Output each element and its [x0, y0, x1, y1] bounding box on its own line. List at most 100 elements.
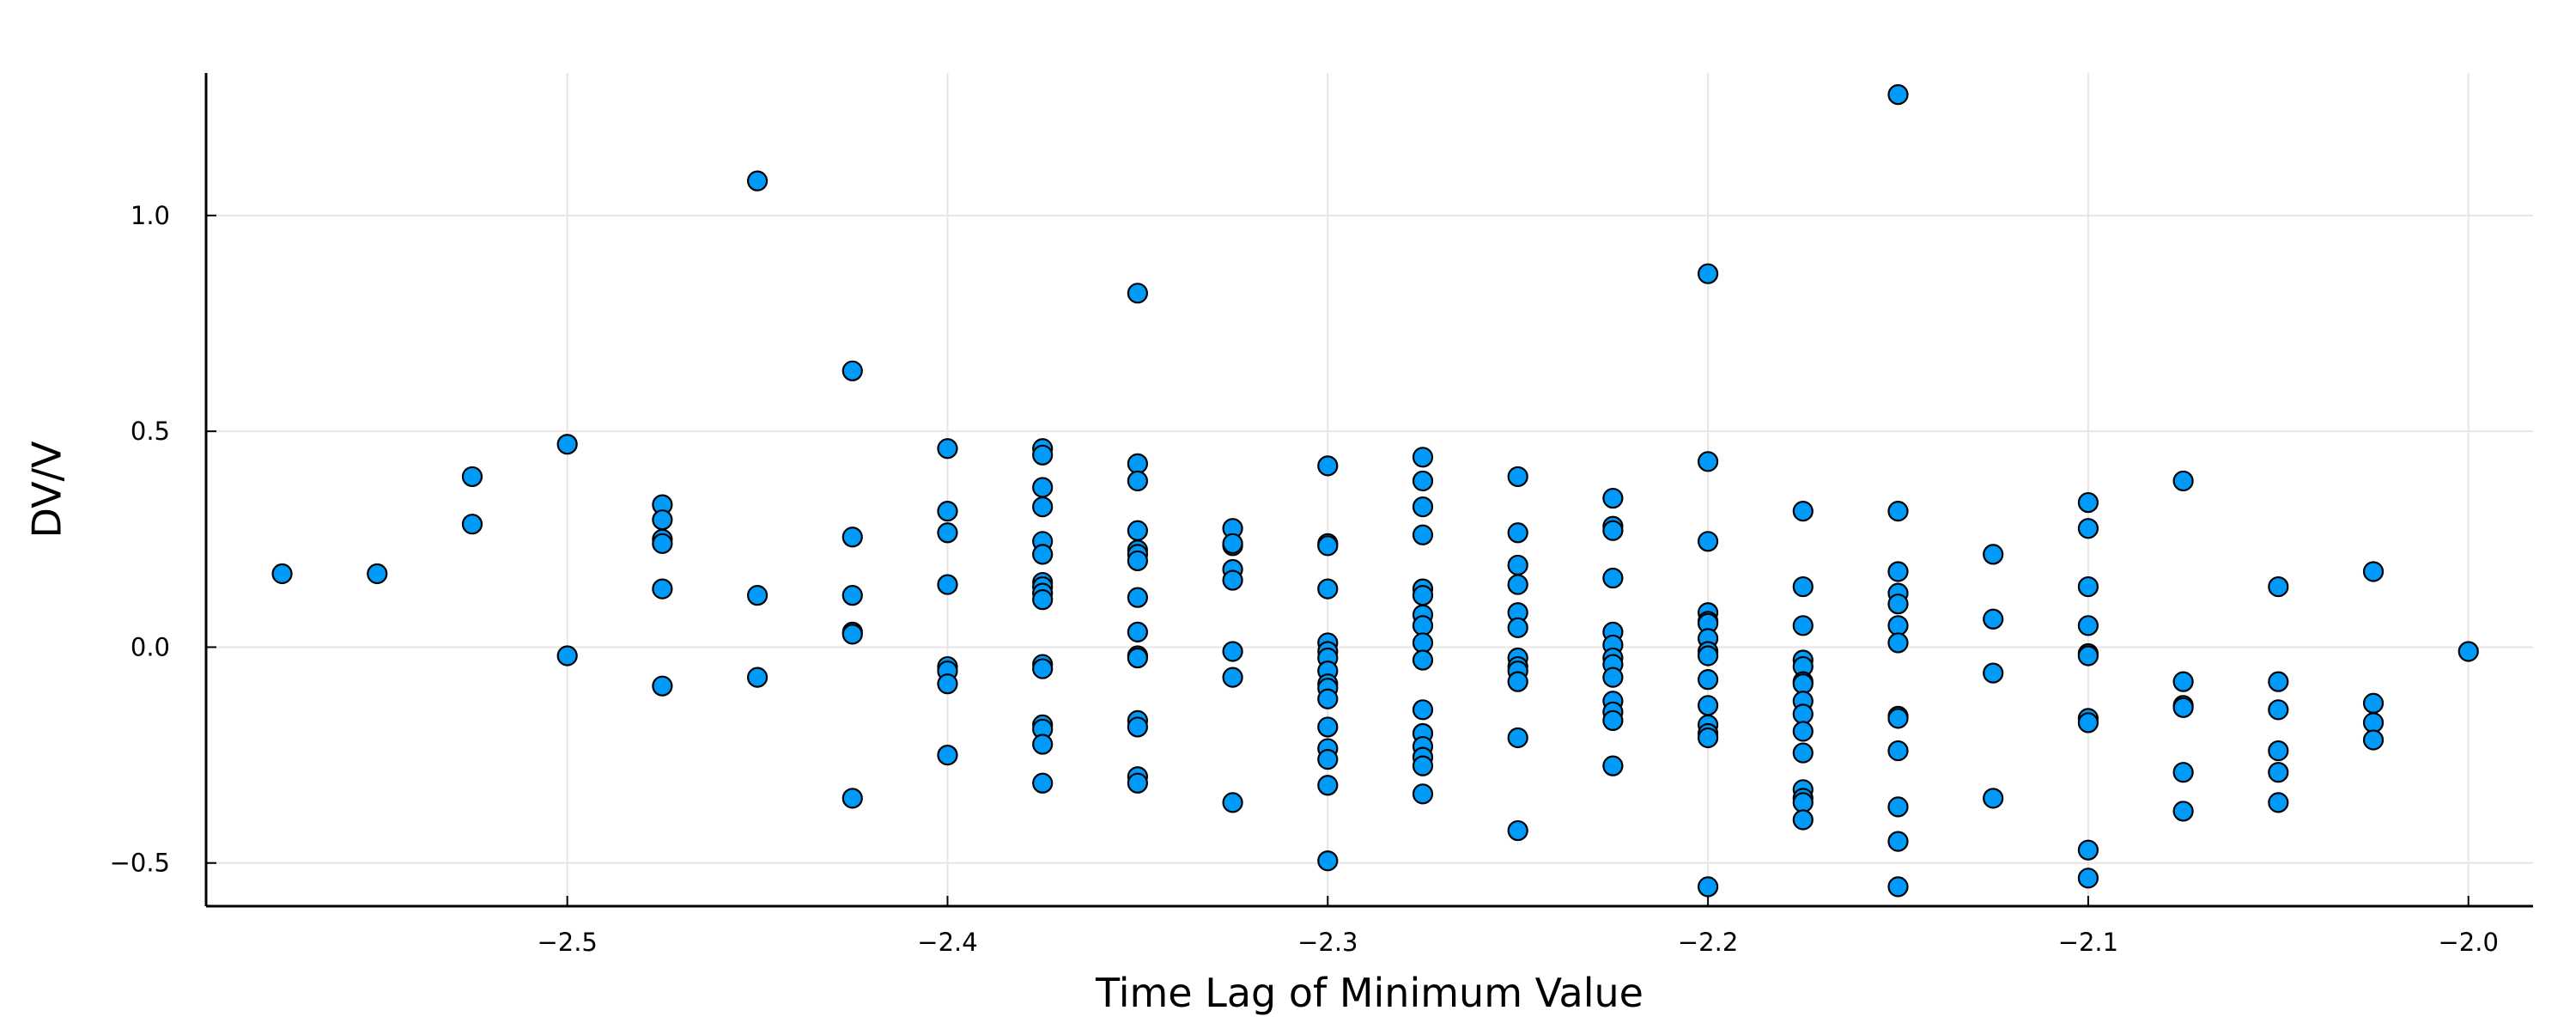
data-point: [1887, 740, 1909, 762]
data-point: [1412, 755, 1434, 776]
grid: [206, 73, 2533, 906]
data-point: [1127, 550, 1148, 572]
data-point: [937, 744, 958, 766]
data-point: [1602, 520, 1624, 541]
data-point: [1887, 594, 1909, 615]
data-point: [1698, 876, 1719, 898]
data-point: [1317, 749, 1339, 770]
data-point: [2077, 839, 2099, 861]
y-axis-title: DV/V: [24, 441, 70, 539]
data-point: [1127, 453, 1148, 474]
data-point: [1887, 501, 1909, 522]
data-point: [1032, 658, 1054, 679]
data-point: [1127, 520, 1148, 541]
data-point: [937, 574, 958, 595]
data-point: [1222, 667, 1243, 688]
data-point: [1127, 716, 1148, 738]
data-point: [1887, 831, 1909, 852]
x-tick-label: −2.4: [917, 928, 977, 957]
data-point: [1412, 524, 1434, 545]
data-point: [1127, 470, 1148, 492]
data-point: [1887, 561, 1909, 582]
data-point: [1887, 84, 1909, 106]
x-axis-title: Time Lag of Minimum Value: [1095, 970, 1643, 1016]
data-point: [1887, 615, 1909, 636]
data-point: [1792, 809, 1814, 831]
data-point: [1887, 632, 1909, 654]
data-point: [1222, 533, 1243, 554]
data-point: [2268, 740, 2289, 762]
data-point: [367, 563, 388, 585]
data-point: [937, 438, 958, 460]
data-point: [1887, 876, 1909, 898]
data-point: [1317, 775, 1339, 796]
data-point: [2077, 615, 2099, 636]
x-tick-label: −2.2: [1678, 928, 1738, 957]
data-point: [1983, 788, 2004, 809]
data-point: [2268, 575, 2289, 598]
data-point: [1792, 673, 1814, 695]
data-point: [1792, 792, 1814, 813]
data-point: [1317, 455, 1339, 477]
data-point: [652, 578, 673, 600]
data-point: [2268, 762, 2289, 783]
data-point: [1507, 574, 1528, 595]
data-point: [1983, 544, 2004, 565]
data-point: [1507, 617, 1528, 638]
data-point: [2172, 671, 2194, 692]
data-point: [1032, 496, 1054, 518]
data-point: [1887, 708, 1909, 729]
data-point: [1792, 575, 1814, 598]
data-point: [1698, 531, 1719, 552]
data-point: [652, 509, 673, 531]
data-point: [1127, 647, 1148, 669]
data-point: [1698, 669, 1719, 691]
data-point: [841, 585, 863, 606]
x-tick-label: −2.3: [1297, 928, 1358, 957]
data-point: [937, 522, 958, 544]
y-tick-label: 0.5: [131, 417, 170, 446]
data-point: [1412, 699, 1434, 721]
data-point: [1792, 703, 1814, 725]
data-point: [2172, 470, 2194, 492]
data-point: [1127, 621, 1148, 642]
data-point: [937, 501, 958, 522]
data-point: [2077, 868, 2099, 889]
x-tick-label: −2.5: [537, 928, 597, 957]
data-point: [1602, 755, 1624, 776]
data-point: [1032, 477, 1054, 498]
data-point: [1698, 645, 1719, 667]
y-ticks: −0.5 0.0 0.5 1.0: [110, 201, 216, 878]
x-tick-label: −2.1: [2058, 928, 2118, 957]
data-point: [271, 563, 293, 585]
data-point: [556, 434, 578, 455]
data-point: [1983, 662, 2004, 684]
x-ticks: −2.5 −2.4 −2.3 −2.2 −2.1 −2.0: [537, 896, 2499, 957]
data-point: [2172, 762, 2194, 783]
data-point: [1317, 716, 1339, 738]
data-point: [556, 645, 578, 667]
data-point: [1698, 695, 1719, 716]
data-point: [2268, 671, 2289, 692]
data-point: [1983, 608, 2004, 630]
data-point: [2362, 729, 2385, 751]
data-point: [1507, 819, 1528, 842]
data-point: [1127, 772, 1148, 794]
data-point: [1317, 578, 1339, 600]
data-point: [2362, 561, 2385, 582]
data-point: [1887, 796, 1909, 818]
data-point: [1412, 649, 1434, 671]
data-point: [1032, 734, 1054, 755]
data-point: [1698, 451, 1719, 472]
y-tick-label: 0.0: [131, 632, 170, 661]
data-point: [1412, 585, 1434, 606]
data-point: [1507, 522, 1528, 544]
data-point: [2172, 801, 2194, 822]
data-point: [2362, 692, 2385, 714]
data-point: [1602, 567, 1624, 589]
data-point: [1032, 544, 1054, 565]
data-point: [1792, 615, 1814, 636]
data-point: [461, 514, 483, 535]
